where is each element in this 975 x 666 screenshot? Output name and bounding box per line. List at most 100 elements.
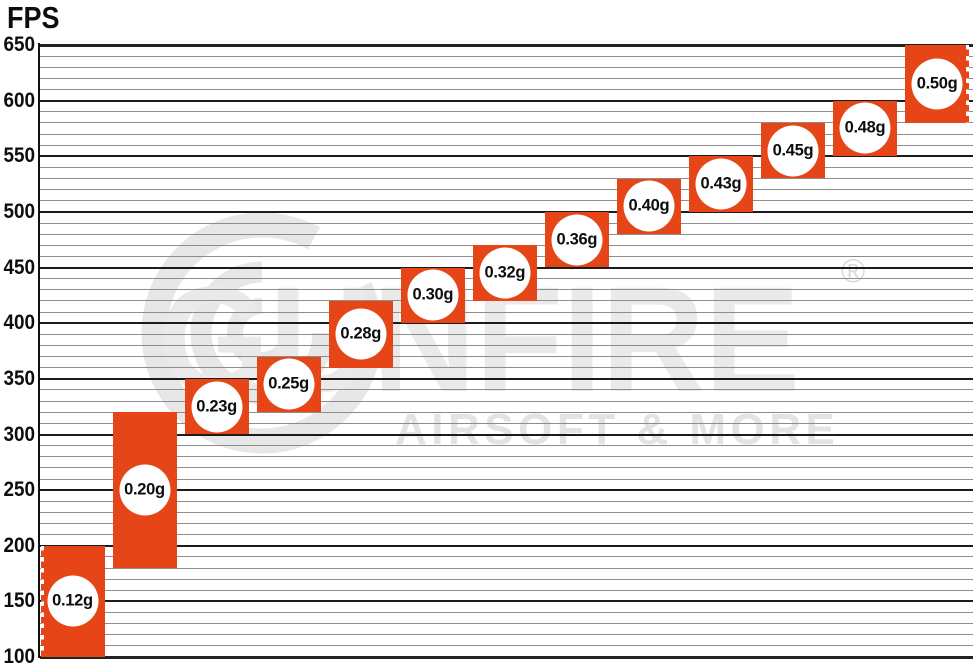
minor-gridline-190	[40, 556, 973, 558]
y-axis-title: FPS	[7, 0, 60, 35]
major-gridline-200	[40, 544, 973, 547]
range-bar-0.30g: 0.30g	[400, 267, 465, 324]
minor-gridline-360	[40, 367, 973, 369]
weight-circle: 0.30g	[407, 269, 459, 321]
minor-gridline-210	[40, 534, 973, 536]
range-bar-0.50g: 0.50g	[905, 45, 970, 123]
minor-gridline-580	[40, 122, 973, 124]
major-gridline-300	[40, 433, 973, 436]
weight-circle: 0.43g	[695, 158, 747, 210]
range-bar-0.20g: 0.20g	[112, 412, 177, 568]
y-axis-line	[38, 43, 40, 658]
minor-gridline-280	[40, 456, 973, 458]
minor-gridline-260	[40, 478, 973, 480]
y-tick-label-350: 350	[3, 366, 36, 390]
minor-gridline-270	[40, 467, 973, 469]
weight-circle: 0.50g	[911, 58, 963, 110]
weight-circle: 0.45g	[767, 125, 819, 177]
weight-label: 0.45g	[772, 141, 814, 160]
y-tick-label-650: 650	[3, 33, 36, 56]
clipped-edge-dashes	[40, 545, 44, 657]
weight-label: 0.43g	[700, 174, 742, 193]
weight-circle: 0.40g	[623, 180, 675, 232]
weight-label: 0.20g	[124, 480, 165, 499]
y-tick-label-150: 150	[3, 589, 36, 613]
weight-circle: 0.28g	[335, 308, 387, 360]
weight-circle: 0.12g	[47, 575, 98, 627]
registered-trademark-icon: ®	[841, 252, 866, 289]
minor-gridline-530	[40, 178, 973, 179]
minor-gridline-490	[40, 222, 973, 224]
minor-gridline-540	[40, 166, 973, 168]
minor-gridline-320	[40, 411, 973, 413]
major-gridline-650	[40, 44, 973, 47]
minor-gridline-110	[40, 645, 973, 647]
range-bar-0.40g: 0.40g	[616, 178, 681, 235]
y-tick-label-200: 200	[3, 533, 36, 557]
minor-gridline-230	[40, 511, 973, 513]
range-bar-0.25g: 0.25g	[256, 356, 321, 413]
minor-gridline-590	[40, 111, 973, 113]
minor-gridline-180	[40, 567, 973, 569]
major-gridline-350	[40, 377, 973, 380]
minor-gridline-420	[40, 300, 973, 302]
weight-label: 0.12g	[52, 591, 93, 610]
minor-gridline-610	[40, 89, 973, 90]
minor-gridline-480	[40, 233, 973, 235]
y-tick-label-600: 600	[3, 88, 36, 112]
weight-label: 0.32g	[484, 263, 526, 282]
minor-gridline-170	[40, 578, 973, 580]
minor-gridline-160	[40, 589, 973, 591]
weight-label: 0.36g	[556, 230, 598, 249]
minor-gridline-380	[40, 344, 973, 346]
y-tick-label-450: 450	[3, 255, 36, 279]
minor-gridline-570	[40, 133, 973, 135]
minor-gridline-220	[40, 523, 973, 524]
major-gridline-500	[40, 210, 973, 213]
minor-gridline-130	[40, 623, 973, 625]
minor-gridline-330	[40, 400, 973, 402]
minor-gridline-620	[40, 77, 973, 79]
y-tick-label-550: 550	[3, 144, 36, 168]
weight-label: 0.50g	[916, 74, 958, 93]
minor-gridline-630	[40, 66, 973, 68]
minor-gridline-390	[40, 333, 973, 335]
range-bar-0.43g: 0.43g	[688, 156, 753, 212]
minor-gridline-560	[40, 144, 973, 146]
minor-gridline-140	[40, 612, 973, 613]
range-bar-0.28g: 0.28g	[328, 300, 393, 368]
minor-gridline-370	[40, 356, 973, 358]
y-tick-label-300: 300	[3, 422, 36, 446]
weight-circle: 0.32g	[479, 247, 531, 299]
weight-circle: 0.20g	[119, 464, 170, 516]
minor-gridline-240	[40, 500, 973, 502]
minor-gridline-310	[40, 422, 973, 424]
range-bar-0.32g: 0.32g	[472, 245, 537, 301]
y-tick-label-500: 500	[3, 199, 36, 223]
minor-gridline-290	[40, 445, 973, 447]
weight-label: 0.28g	[340, 324, 382, 343]
weight-circle: 0.48g	[839, 102, 891, 154]
major-gridline-400	[40, 322, 973, 325]
minor-gridline-120	[40, 634, 973, 636]
weight-label: 0.25g	[268, 374, 309, 393]
major-gridline-600	[40, 99, 973, 102]
major-gridline-150	[40, 600, 973, 603]
range-bar-0.23g: 0.23g	[184, 378, 249, 435]
y-tick-label-250: 250	[3, 478, 36, 502]
weight-circle: 0.23g	[191, 381, 243, 433]
minor-gridline-340	[40, 389, 973, 391]
minor-gridline-410	[40, 311, 973, 313]
y-tick-label-100: 100	[3, 645, 36, 666]
weight-label: 0.23g	[196, 397, 237, 416]
weight-circle: 0.25g	[263, 358, 315, 410]
minor-gridline-640	[40, 55, 973, 57]
weight-circle: 0.36g	[551, 214, 603, 266]
range-bar-0.48g: 0.48g	[833, 100, 897, 157]
weight-label: 0.40g	[628, 196, 670, 215]
minor-gridline-520	[40, 189, 973, 191]
major-gridline-550	[40, 155, 973, 158]
major-gridline-250	[40, 489, 973, 492]
y-tick-label-400: 400	[3, 311, 36, 335]
